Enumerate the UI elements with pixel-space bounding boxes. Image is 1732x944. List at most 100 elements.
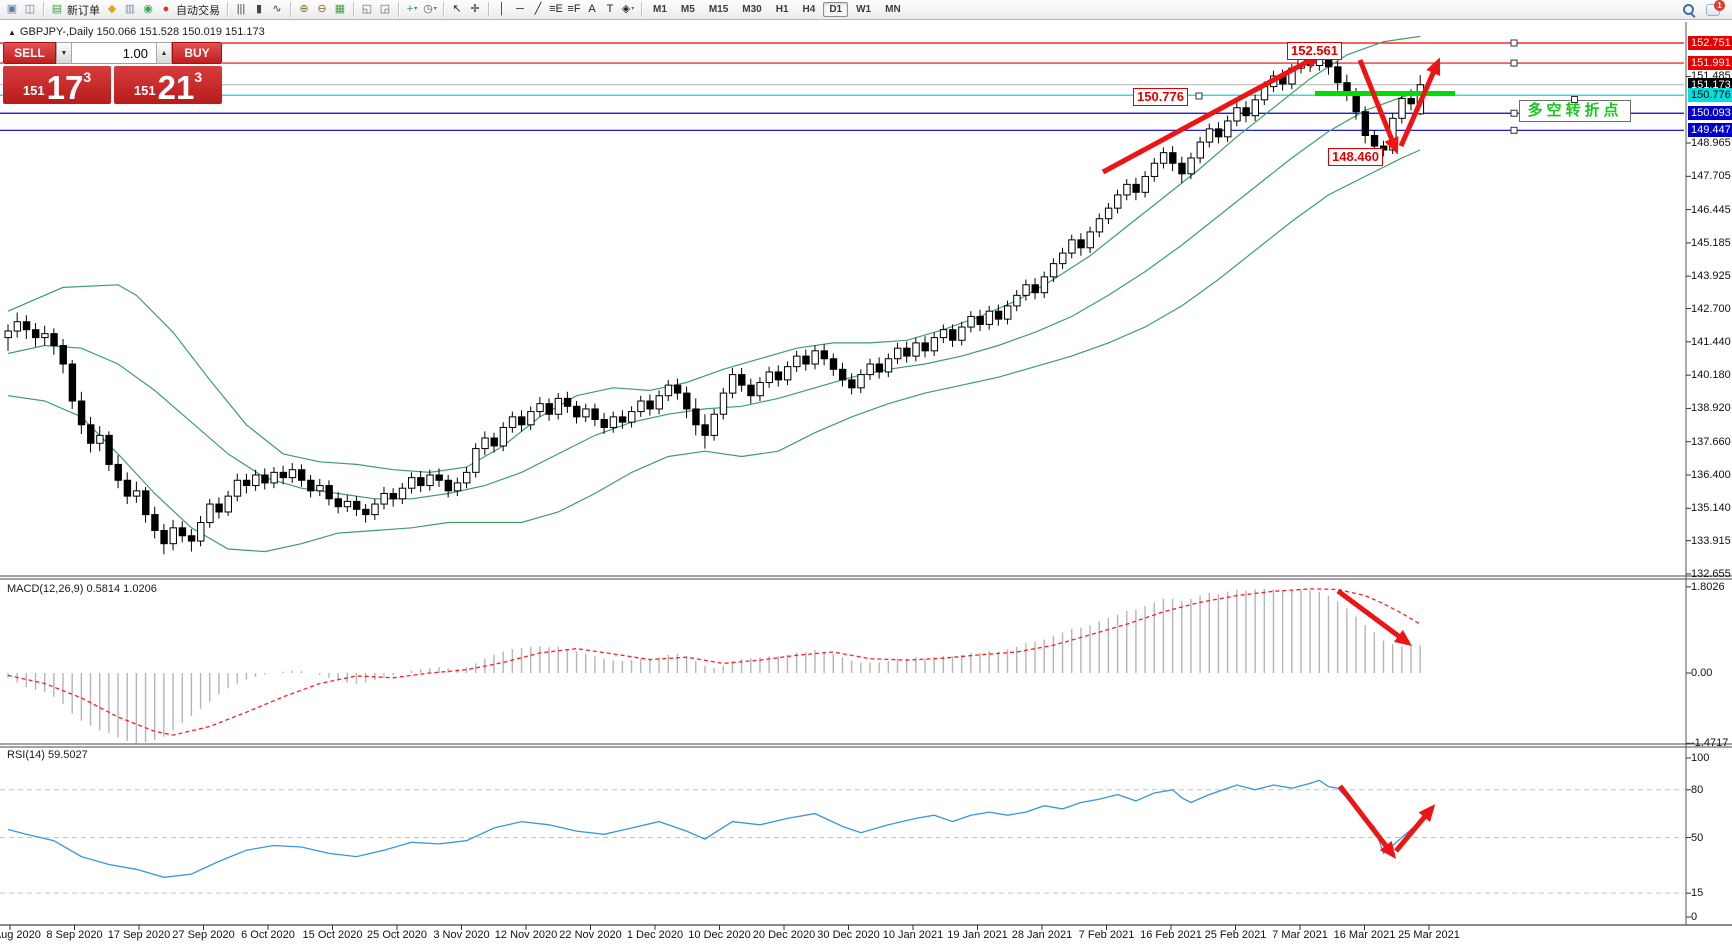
rsi-panel[interactable] — [0, 748, 1686, 925]
price-axis-tick-label: 143.925 — [1691, 270, 1731, 283]
timeframe-m5[interactable]: M5 — [680, 4, 695, 15]
support-price-label[interactable]: 150.776 — [1133, 88, 1188, 106]
sell-button[interactable]: SELL — [3, 42, 56, 64]
new-chart-icon: ▣ — [6, 3, 18, 15]
new-order-button-label[interactable]: 新订单 — [67, 4, 100, 17]
publish-chart-icon[interactable]: ▥ — [122, 1, 138, 18]
candlestick-chart-icon[interactable]: ▮ — [251, 1, 267, 18]
trendline-icon[interactable]: ╱ — [530, 1, 546, 18]
bid-pip-digit: 3 — [83, 69, 92, 85]
price-axis-tick-label: 146.445 — [1691, 203, 1731, 216]
turning-point-note[interactable]: 多空转折点 — [1519, 100, 1631, 122]
rsi-axis-tick-label: 80 — [1691, 783, 1704, 796]
macd-axis-tick-label: 1.8026 — [1691, 580, 1725, 593]
cursor-icon[interactable]: ↖ — [449, 1, 465, 18]
dropdown-caret-icon: ▾ — [414, 6, 418, 12]
price-line-label: 152.751 — [1688, 36, 1732, 50]
line-chart-icon: ∿ — [272, 3, 282, 15]
hline-icon[interactable]: ─ — [512, 1, 528, 18]
date-axis-label: 19 Jan 2021 — [947, 929, 1008, 941]
collapse-arrow-icon[interactable]: ▲ — [8, 28, 16, 37]
date-axis-label: 17 Sep 2020 — [107, 929, 171, 941]
eraser-icon: ◆ — [107, 3, 117, 15]
timeframe-m1[interactable]: M1 — [653, 4, 667, 15]
peak-price-label[interactable]: 152.561 — [1287, 42, 1342, 60]
date-axis-label: 28 Jan 2021 — [1011, 929, 1073, 941]
price-axis-tick-label: 141.440 — [1691, 335, 1731, 348]
timeframe-h4[interactable]: H4 — [802, 4, 816, 15]
new-chart-icon[interactable]: ▣ — [4, 1, 20, 18]
text-icon[interactable]: A — [584, 1, 600, 18]
signals-icon[interactable]: ◉ — [140, 1, 156, 18]
lot-decrease-button[interactable]: ▼ — [56, 42, 72, 64]
autotrade-button[interactable]: ● — [158, 1, 174, 18]
note-selection-handle[interactable] — [1571, 96, 1578, 103]
channel-icon[interactable]: ≡E — [548, 1, 564, 18]
search-icon[interactable] — [1682, 3, 1696, 17]
timeframe-mn[interactable]: MN — [885, 4, 901, 15]
price-axis-tick-label: 136.400 — [1691, 468, 1731, 481]
add-indicator-icon[interactable]: + ▾ — [404, 1, 420, 18]
date-axis-label: 16 Feb 2021 — [1140, 929, 1202, 941]
one-click-trading-panel: SELL ▼ ▲ BUY 151 17 3 151 21 3 — [3, 42, 222, 105]
timeframe-h1[interactable]: H1 — [775, 4, 789, 15]
ask-prefix: 151 — [133, 83, 156, 98]
price-line-label: 149.447 — [1688, 123, 1732, 138]
line-chart-icon[interactable]: ∿ — [269, 1, 285, 18]
price-line-label: 150.776 — [1688, 88, 1732, 103]
ask-price-box[interactable]: 151 21 3 — [114, 66, 222, 104]
crosshair-icon: ✛ — [470, 3, 480, 15]
date-axis-label: 7 Feb 2021 — [1078, 929, 1135, 941]
profiles-icon[interactable]: ◫ — [22, 1, 38, 18]
text-label-icon[interactable]: T — [602, 1, 618, 18]
timeframe-m30[interactable]: M30 — [742, 4, 762, 15]
lot-increase-button[interactable]: ▲ — [156, 42, 172, 64]
arrows-tool-icon[interactable]: ◈ ▾ — [620, 1, 636, 18]
date-axis-label: 25 Feb 2021 — [1204, 929, 1267, 941]
zoom-in-icon: ⊕ — [299, 3, 309, 15]
vline-icon[interactable]: │ — [494, 1, 510, 18]
toolbar: ▣ ◫ ▤ 新订单 ◆ ▥ ◉ ● 自动交易 ||| ▮ ∿ ⊕ ⊖ ▦ ◱ ◲ + ▾ ◷ ▾ ↖ ✛ │ ─ ╱ ≡E ≡F A T ◈… — [0, 0, 1732, 20]
timeframe-d1[interactable]: D1 — [823, 2, 849, 17]
crosshair-icon[interactable]: ✛ — [467, 1, 483, 18]
macd-panel[interactable] — [0, 580, 1686, 744]
zoom-in-icon[interactable]: ⊕ — [296, 1, 312, 18]
toolbar-separator — [488, 2, 489, 17]
profiles-icon: ◫ — [24, 3, 36, 15]
toolbar-separator — [290, 2, 291, 17]
timeframe-m15[interactable]: M15 — [708, 4, 729, 15]
price-axis-tick-label: 148.965 — [1691, 137, 1731, 150]
zoom-out-icon: ⊖ — [317, 3, 327, 15]
bid-prefix: 151 — [22, 83, 45, 98]
notifications-icon[interactable]: 1 — [1706, 0, 1725, 16]
new-order-button[interactable]: ▤ — [49, 1, 65, 18]
main-chart-area[interactable] — [0, 22, 1686, 576]
ask-big-digits: 21 — [157, 69, 195, 106]
toolbar-separator — [641, 2, 642, 17]
low-price-label[interactable]: 148.460 — [1328, 148, 1383, 166]
timeframe-w1[interactable]: W1 — [856, 4, 872, 15]
periods-icon[interactable]: ◷ ▾ — [422, 1, 438, 18]
date-axis-label: 1 Dec 2020 — [626, 929, 684, 941]
toolbar-separator — [353, 2, 354, 17]
track-chart-icon: ◲ — [379, 3, 391, 15]
buy-button[interactable]: BUY — [172, 42, 222, 64]
dropdown-caret-icon: ▾ — [631, 6, 635, 12]
fibonacci-icon[interactable]: ≡F — [566, 1, 582, 18]
fibonacci-icon: ≡F — [567, 3, 581, 15]
bar-chart-icon[interactable]: ||| — [233, 1, 249, 18]
bid-price-box[interactable]: 151 17 3 — [3, 66, 111, 104]
tile-windows-icon[interactable]: ▦ — [332, 1, 348, 18]
auto-arrange-icon[interactable]: ◱ — [359, 1, 375, 18]
lot-size-input[interactable] — [72, 42, 156, 64]
publish-chart-icon: ▥ — [124, 3, 136, 15]
macd-indicator-title: MACD(12,26,9) 0.5814 1.0206 — [7, 583, 157, 595]
track-chart-icon[interactable]: ◲ — [377, 1, 393, 18]
toolbar-separator — [443, 2, 444, 17]
autotrade-button-label[interactable]: 自动交易 — [176, 4, 220, 17]
zoom-out-icon[interactable]: ⊖ — [314, 1, 330, 18]
date-axis-label: 25 Mar 2021 — [1398, 929, 1460, 941]
eraser-icon[interactable]: ◆ — [104, 1, 120, 18]
date-axis-label: 3 Nov 2020 — [433, 929, 490, 941]
